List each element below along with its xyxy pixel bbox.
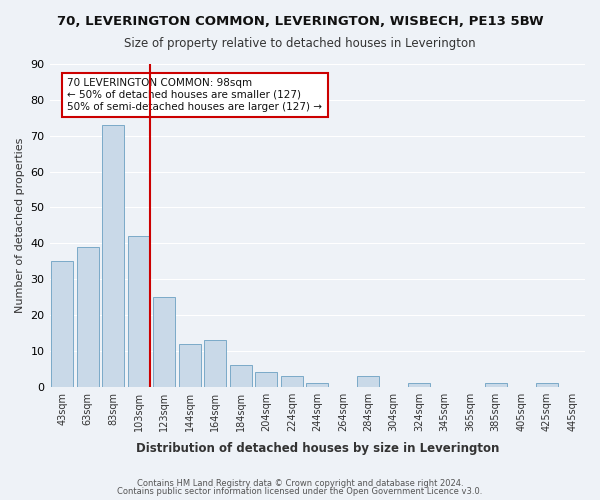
- Text: Size of property relative to detached houses in Leverington: Size of property relative to detached ho…: [124, 38, 476, 51]
- Bar: [52, 261, 73, 386]
- Bar: [358, 376, 379, 386]
- Bar: [281, 376, 302, 386]
- X-axis label: Distribution of detached houses by size in Leverington: Distribution of detached houses by size …: [136, 442, 499, 455]
- Bar: [307, 383, 328, 386]
- Bar: [256, 372, 277, 386]
- Text: 70, LEVERINGTON COMMON, LEVERINGTON, WISBECH, PE13 5BW: 70, LEVERINGTON COMMON, LEVERINGTON, WIS…: [56, 15, 544, 28]
- Bar: [128, 236, 149, 386]
- Bar: [179, 344, 200, 386]
- Bar: [205, 340, 226, 386]
- Bar: [409, 383, 430, 386]
- Bar: [154, 297, 175, 386]
- Text: Contains HM Land Registry data © Crown copyright and database right 2024.: Contains HM Land Registry data © Crown c…: [137, 478, 463, 488]
- Bar: [77, 247, 98, 386]
- Text: 70 LEVERINGTON COMMON: 98sqm
← 50% of detached houses are smaller (127)
50% of s: 70 LEVERINGTON COMMON: 98sqm ← 50% of de…: [67, 78, 322, 112]
- Bar: [103, 125, 124, 386]
- Text: Contains public sector information licensed under the Open Government Licence v3: Contains public sector information licen…: [118, 487, 482, 496]
- Y-axis label: Number of detached properties: Number of detached properties: [15, 138, 25, 313]
- Bar: [230, 365, 251, 386]
- Bar: [536, 383, 557, 386]
- Bar: [485, 383, 506, 386]
